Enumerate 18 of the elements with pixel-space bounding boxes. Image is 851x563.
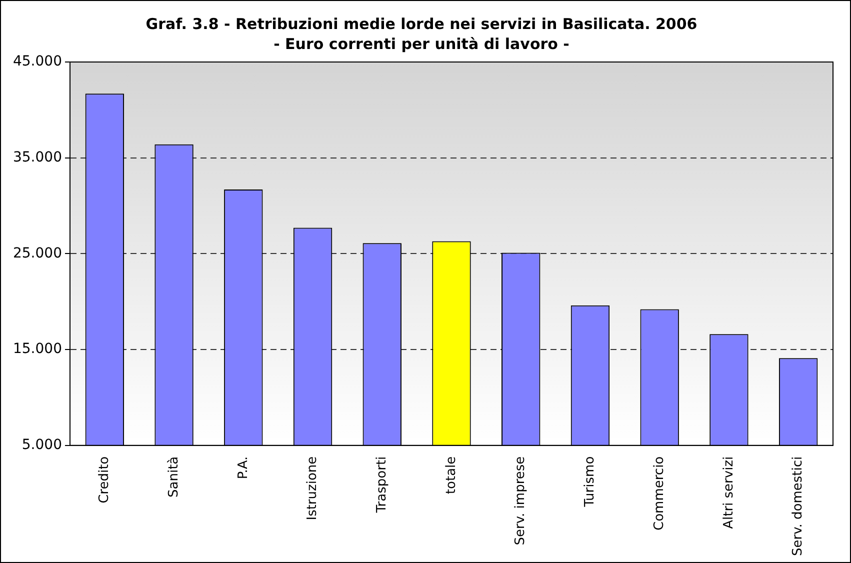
- x-tick-label: Sanità: [166, 456, 182, 498]
- y-tick-label: 45.000: [12, 54, 62, 70]
- x-tick-label: Credito: [97, 456, 112, 504]
- y-tick-label: 35.000: [12, 149, 62, 166]
- chart-subtitle: - Euro correnti per unità di lavoro -: [274, 34, 570, 53]
- x-tick-label: Altri servizi: [721, 456, 736, 529]
- y-tick-label: 5.000: [22, 436, 62, 453]
- x-tick-label: P.A.: [236, 456, 251, 480]
- x-tick-label: Istruzione: [305, 456, 320, 520]
- y-tick-label: 25.000: [12, 245, 62, 262]
- x-tick-label: Serv. imprese: [513, 456, 528, 546]
- x-tick-label: totale: [444, 456, 459, 494]
- chart-title: Graf. 3.8 - Retribuzioni medie lorde nei servizi in Basilicata. 2006: [146, 14, 698, 33]
- x-tick-label: Commercio: [652, 456, 667, 530]
- x-tick-label: Turismo: [582, 456, 598, 508]
- x-tick-label: Serv. domestici: [790, 456, 806, 556]
- x-tick-label: Trasporti: [374, 456, 390, 514]
- y-tick-label: 15.000: [12, 341, 62, 358]
